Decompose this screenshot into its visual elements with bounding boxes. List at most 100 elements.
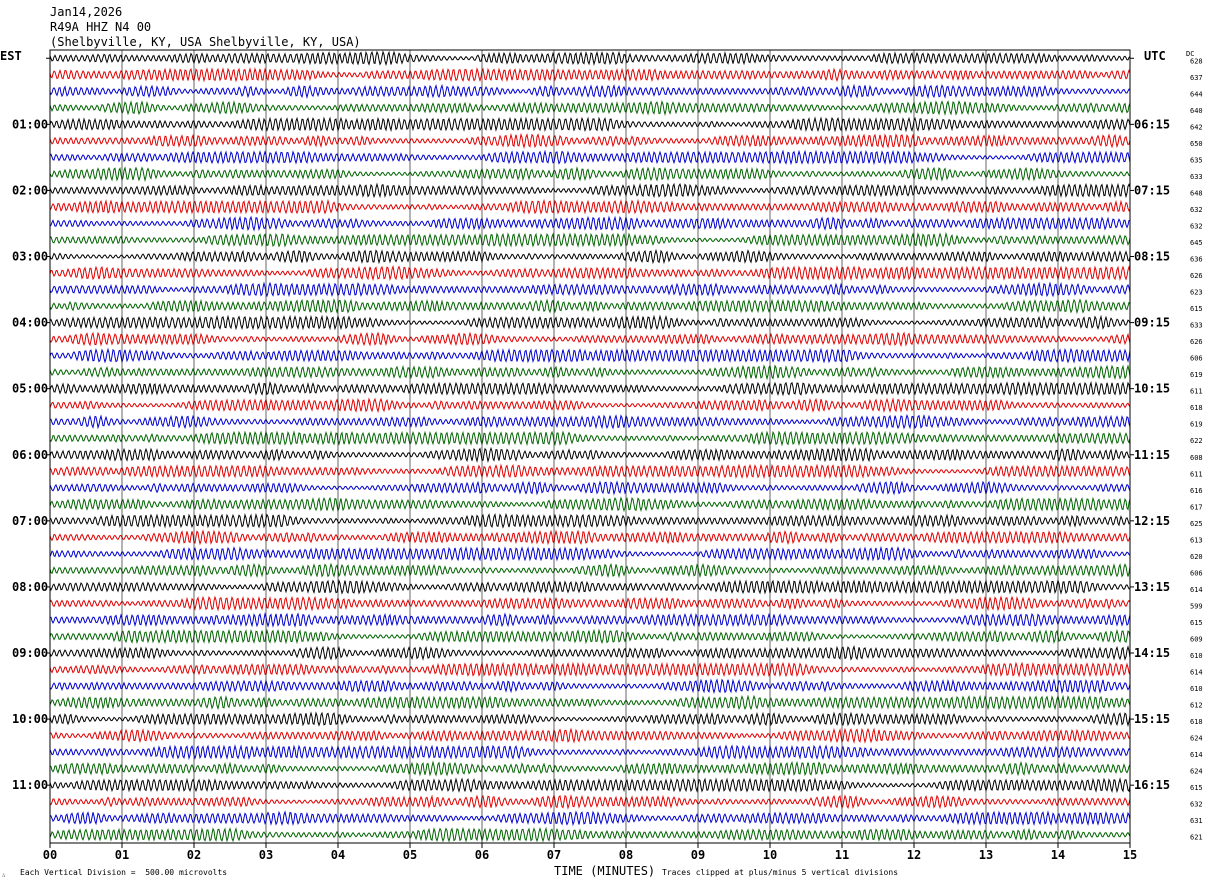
trace-row <box>49 100 1131 117</box>
dc-offset-label: 616 <box>1190 487 1203 495</box>
trace-row <box>49 512 1131 529</box>
est-hour-label: 10:00 <box>12 712 48 726</box>
dc-offset-label: 614 <box>1190 669 1203 677</box>
trace-row <box>49 562 1131 579</box>
dc-offset-label: 609 <box>1190 635 1203 643</box>
dc-offset-label: 615 <box>1190 619 1203 627</box>
trace-row <box>49 380 1131 397</box>
dc-offset-label: 606 <box>1190 569 1203 577</box>
dc-offset-label: 636 <box>1190 256 1203 264</box>
dc-offset-label: 650 <box>1190 140 1203 148</box>
dc-offset-label: 624 <box>1190 735 1203 743</box>
trace-row <box>49 826 1131 843</box>
dc-offset-label: 614 <box>1190 586 1203 594</box>
trace-row <box>49 529 1131 546</box>
est-hour-label: 06:00 <box>12 448 48 462</box>
est-hour-label: 05:00 <box>12 382 48 396</box>
trace-row <box>49 231 1131 248</box>
dc-offset-label: 626 <box>1190 272 1203 280</box>
plot-grid <box>46 49 1134 848</box>
dc-offset-label: 614 <box>1190 751 1203 759</box>
est-hour-label: 02:00 <box>12 183 48 197</box>
utc-hour-label: 13:15 <box>1134 580 1170 594</box>
axis-labels: 628 637 644 640 642 650 635 633 648 632 632 645 636 6… <box>12 57 1203 862</box>
dc-offset-label: 622 <box>1190 437 1203 445</box>
x-tick-label: 12 <box>907 848 921 862</box>
trace-row <box>49 397 1131 414</box>
dc-offset-label: 608 <box>1190 454 1203 462</box>
x-tick-label: 07 <box>547 848 561 862</box>
trace-row <box>49 248 1131 265</box>
dc-offset-label: 610 <box>1190 652 1203 660</box>
dc-offset-label: 648 <box>1190 189 1203 197</box>
clip-note: Traces clipped at plus/minus 5 vertical … <box>662 868 899 877</box>
corner-mark: ∴ <box>2 872 6 879</box>
utc-hour-label: 11:15 <box>1134 448 1170 462</box>
station-location: (Shelbyville, KY, USA Shelbyville, KY, U… <box>50 35 361 49</box>
dc-offset-label: 615 <box>1190 784 1203 792</box>
trace-row <box>49 661 1131 678</box>
x-tick-label: 03 <box>259 848 273 862</box>
plot-frame <box>49 49 1131 844</box>
dc-offset-label: 617 <box>1190 503 1203 511</box>
utc-hour-label: 09:15 <box>1134 316 1170 330</box>
dc-offset-label: 619 <box>1190 371 1203 379</box>
x-tick-label: 00 <box>43 848 57 862</box>
utc-hour-label: 10:15 <box>1134 382 1170 396</box>
est-hour-label: 07:00 <box>12 514 48 528</box>
trace-row <box>49 83 1131 100</box>
utc-hour-label: 16:15 <box>1134 778 1170 792</box>
dc-offset-label: 642 <box>1190 123 1203 131</box>
record-date: Jan14,2026 <box>50 5 123 19</box>
x-tick-label: 11 <box>835 848 849 862</box>
trace-row <box>49 694 1131 711</box>
x-tick-label: 08 <box>619 848 633 862</box>
trace-row <box>49 678 1131 695</box>
dc-axis-title: DC <box>1186 50 1195 58</box>
dc-offset-label: 611 <box>1190 388 1203 396</box>
trace-row <box>49 777 1131 794</box>
trace-row <box>49 644 1131 661</box>
dc-offset-label: 619 <box>1190 421 1203 429</box>
x-tick-label: 13 <box>979 848 993 862</box>
utc-hour-label: 14:15 <box>1134 646 1170 660</box>
trace-row <box>49 794 1131 810</box>
trace-row <box>49 314 1131 331</box>
trace-row <box>49 116 1131 133</box>
trace-row <box>49 711 1131 727</box>
est-hour-label: 09:00 <box>12 646 48 660</box>
utc-hour-label: 15:15 <box>1134 712 1170 726</box>
trace-row <box>49 149 1131 166</box>
trace-row <box>49 298 1131 315</box>
dc-offset-label: 632 <box>1190 222 1203 230</box>
dc-offset-label: 633 <box>1190 173 1203 181</box>
trace-row <box>49 595 1131 612</box>
dc-offset-label: 625 <box>1190 520 1203 528</box>
x-tick-label: 09 <box>691 848 705 862</box>
dc-offset-label: 624 <box>1190 768 1203 776</box>
dc-offset-label: 632 <box>1190 206 1203 214</box>
trace-row <box>49 364 1131 381</box>
utc-hour-label: 06:15 <box>1134 117 1170 131</box>
x-tick-label: 05 <box>403 848 417 862</box>
dc-offset-label: 644 <box>1190 90 1203 98</box>
trace-row <box>49 50 1131 67</box>
trace-row <box>49 132 1131 150</box>
trace-row <box>49 347 1131 364</box>
dc-offset-label: 633 <box>1190 322 1203 330</box>
x-tick-label: 04 <box>331 848 345 862</box>
dc-offset-label: 615 <box>1190 305 1203 313</box>
trace-row <box>49 727 1131 744</box>
trace-row <box>49 744 1131 761</box>
trace-row <box>49 480 1131 496</box>
dc-offset-label: 640 <box>1190 107 1203 115</box>
trace-row <box>49 264 1131 282</box>
x-tick-label: 10 <box>763 848 777 862</box>
trace-row <box>49 578 1131 595</box>
x-tick-label: 15 <box>1123 848 1137 862</box>
dc-offset-label: 631 <box>1190 817 1203 825</box>
dc-offset-label: 621 <box>1190 834 1203 842</box>
trace-row <box>49 67 1131 83</box>
dc-offset-label: 623 <box>1190 289 1203 297</box>
